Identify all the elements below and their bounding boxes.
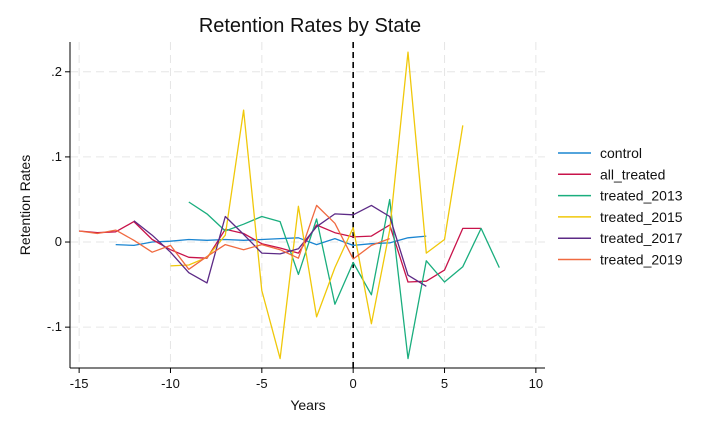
grid bbox=[70, 42, 545, 368]
legend-label-treated-2013: treated_2013 bbox=[600, 188, 683, 204]
series-line-treated-2017 bbox=[133, 204, 427, 287]
chart-title: Retention Rates by State bbox=[199, 15, 421, 37]
x-tick-label: 5 bbox=[441, 376, 448, 391]
legend-label-control: control bbox=[600, 145, 642, 161]
legend-label-treated-2019: treated_2019 bbox=[600, 252, 683, 268]
series-line-treated-2015 bbox=[170, 51, 464, 360]
legend: control all_treated treated_2013 treated_20… bbox=[558, 145, 683, 268]
series-line-treated-2013 bbox=[188, 198, 500, 360]
y-tick-label: .2 bbox=[51, 64, 62, 79]
y-tick-label: .1 bbox=[51, 149, 62, 164]
x-tick-label: 10 bbox=[529, 376, 543, 391]
legend-label-all-treated: all_treated bbox=[600, 166, 665, 182]
series-line-control bbox=[115, 235, 427, 247]
x-tick-label: 0 bbox=[350, 376, 357, 391]
series-lines bbox=[79, 51, 500, 360]
y-axis-label: Retention Rates bbox=[17, 155, 33, 255]
legend-label-treated-2015: treated_2015 bbox=[600, 209, 683, 225]
y-tick-label: 0 bbox=[55, 234, 62, 249]
x-axis-label: Years bbox=[290, 397, 325, 413]
x-tick-label: -5 bbox=[256, 376, 268, 391]
legend-label-treated-2017: treated_2017 bbox=[600, 230, 683, 246]
x-tick-label: -15 bbox=[70, 376, 89, 391]
axes: -.1 0 .1 .2 -15 -10 -5 0 5 10 bbox=[47, 42, 545, 391]
y-tick-label: -.1 bbox=[47, 319, 62, 334]
x-tick-label: -10 bbox=[161, 376, 180, 391]
series-line-treated-2019 bbox=[79, 204, 390, 270]
series-line-all-treated bbox=[79, 220, 482, 283]
